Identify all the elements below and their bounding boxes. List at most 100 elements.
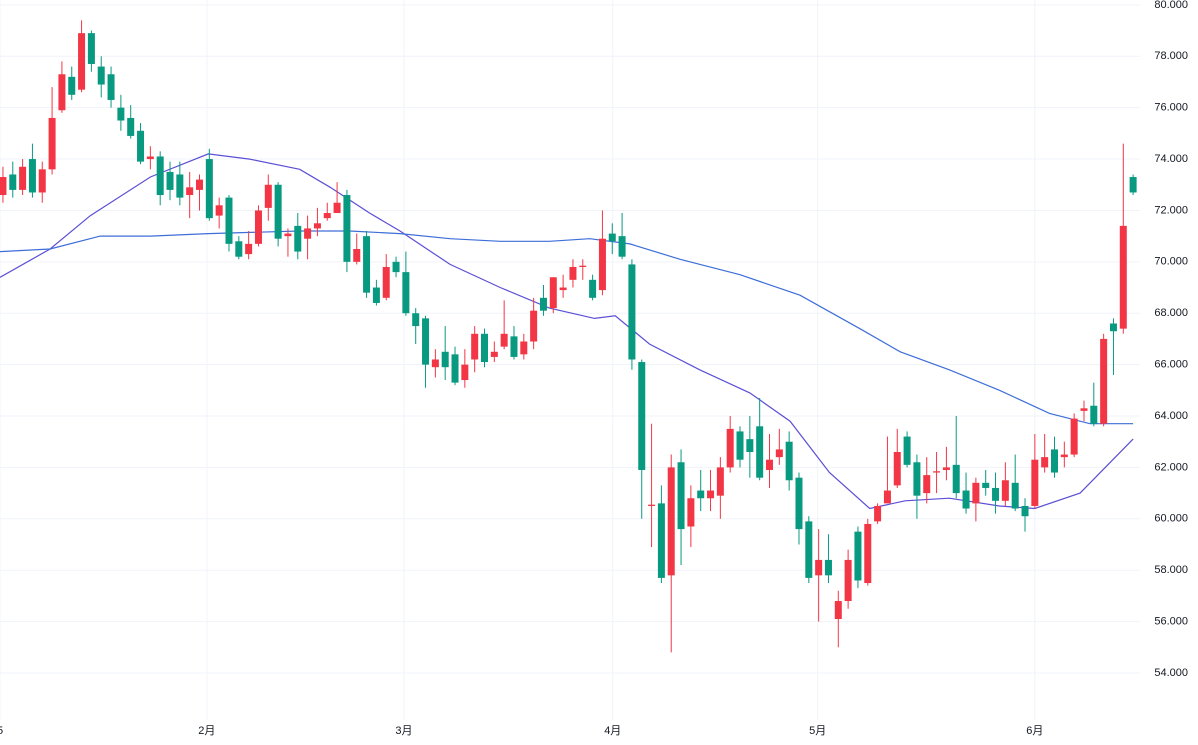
grid bbox=[0, 0, 1140, 720]
candle-body bbox=[795, 477, 803, 530]
candle-body bbox=[372, 287, 380, 303]
candle-body bbox=[1051, 449, 1058, 473]
y-tick-label: 66.000 bbox=[1154, 359, 1188, 371]
candle-body bbox=[982, 482, 990, 488]
candle-body bbox=[215, 205, 223, 216]
moving-average-line bbox=[0, 230, 1134, 425]
candle-body bbox=[1021, 505, 1029, 517]
candle-body bbox=[451, 354, 459, 383]
candle-body bbox=[156, 156, 164, 196]
candle-body bbox=[667, 467, 675, 576]
candle-body bbox=[893, 451, 901, 486]
candle-body bbox=[274, 184, 282, 239]
candle-body bbox=[746, 439, 754, 452]
candle-body bbox=[638, 362, 646, 470]
candle-body bbox=[775, 449, 783, 458]
candle-body bbox=[569, 266, 577, 280]
candle-body bbox=[127, 117, 135, 136]
candle-body bbox=[687, 498, 695, 527]
candle-body bbox=[343, 195, 351, 262]
y-tick-label: 76.000 bbox=[1154, 102, 1188, 114]
candle-body bbox=[510, 336, 518, 357]
candle-body bbox=[481, 333, 488, 363]
y-tick-label: 80.000 bbox=[1154, 0, 1188, 11]
candle-body bbox=[97, 66, 105, 85]
y-tick-label: 60.000 bbox=[1154, 513, 1188, 525]
candle-body bbox=[137, 130, 145, 162]
candle-body bbox=[471, 333, 479, 360]
candle-body bbox=[952, 464, 960, 494]
candle-body bbox=[19, 166, 27, 190]
candle-body bbox=[235, 241, 243, 257]
candle-body bbox=[923, 475, 931, 494]
candle-body bbox=[874, 505, 882, 522]
candle-body bbox=[68, 76, 76, 95]
candle-body bbox=[962, 490, 970, 509]
candle-body bbox=[716, 467, 724, 496]
candle-body bbox=[726, 428, 734, 468]
y-tick-label: 62.000 bbox=[1154, 461, 1188, 473]
candle-body bbox=[313, 223, 321, 229]
y-tick-label: 54.000 bbox=[1154, 667, 1188, 679]
candle-body bbox=[1070, 418, 1078, 455]
candle-body bbox=[490, 351, 498, 357]
candle-body bbox=[736, 431, 744, 460]
moving-averages bbox=[0, 153, 1134, 510]
candle-body bbox=[294, 225, 302, 252]
candle-body bbox=[363, 236, 371, 293]
candle-body bbox=[1031, 459, 1039, 506]
candle-body bbox=[9, 174, 17, 190]
candle-body bbox=[186, 187, 194, 196]
candle-body bbox=[117, 107, 125, 121]
candle-body bbox=[422, 318, 430, 365]
candle-body bbox=[1100, 338, 1108, 424]
y-tick-label: 68.000 bbox=[1154, 307, 1188, 319]
candle-body bbox=[618, 236, 626, 257]
candle-body bbox=[1090, 405, 1098, 424]
candle-body bbox=[913, 462, 921, 496]
x-tick-label: 2月 bbox=[198, 725, 215, 737]
candle-body bbox=[333, 202, 341, 214]
candle-body bbox=[500, 333, 508, 347]
candle-body bbox=[0, 177, 7, 196]
candle-body bbox=[392, 261, 400, 273]
y-tick-label: 64.000 bbox=[1154, 410, 1188, 422]
candle-body bbox=[431, 359, 439, 368]
candles bbox=[0, 20, 1137, 653]
candle-body bbox=[1060, 454, 1068, 458]
candle-body bbox=[382, 266, 390, 298]
x-tick-label: 6月 bbox=[1026, 725, 1043, 737]
y-tick-label: 56.000 bbox=[1154, 615, 1188, 627]
y-tick-label: 70.000 bbox=[1154, 256, 1188, 268]
candle-body bbox=[805, 521, 813, 578]
candle-body bbox=[323, 213, 331, 219]
candle-body bbox=[225, 197, 233, 244]
candle-body bbox=[28, 159, 36, 193]
moving-average-line bbox=[0, 153, 1134, 510]
candle-body bbox=[972, 482, 980, 504]
candle-body bbox=[38, 169, 46, 193]
candle-body bbox=[304, 228, 312, 239]
candle-body bbox=[245, 243, 253, 255]
candle-body bbox=[1001, 480, 1009, 501]
candle-body bbox=[78, 33, 86, 90]
candle-body bbox=[697, 490, 705, 499]
candle-body bbox=[264, 184, 272, 208]
candle-body bbox=[205, 159, 213, 219]
candle-body bbox=[648, 504, 656, 506]
candle-body bbox=[402, 272, 410, 314]
y-tick-label: 72.000 bbox=[1154, 204, 1188, 216]
candle-body bbox=[353, 248, 361, 262]
candle-body bbox=[815, 559, 823, 576]
candle-body bbox=[677, 462, 685, 530]
candle-body bbox=[766, 459, 773, 470]
candle-body bbox=[707, 490, 715, 499]
candle-body bbox=[412, 313, 420, 327]
candle-body bbox=[834, 601, 842, 620]
x-tick-label: 4月 bbox=[604, 725, 621, 737]
candle-body bbox=[598, 238, 606, 291]
candle-body bbox=[254, 210, 262, 244]
